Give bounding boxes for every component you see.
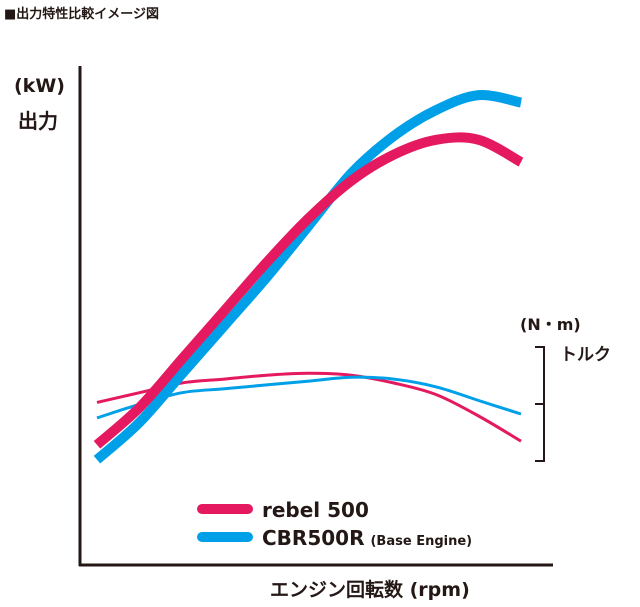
chart-title: ■出力特性比較イメージ図 [4,6,159,22]
y-axis-left-label: 出力 [18,109,58,133]
legend-label-cbr500r: CBR500R (Base Engine) [262,526,472,550]
y-axis-right-unit: (N・m) [520,315,581,334]
output-line-rebel-500 [93,132,524,449]
legend-label-rebel-500: rebel 500 [262,498,369,522]
series-layer [93,90,524,464]
legend-label-cbr500r-name: CBR500R [262,526,364,550]
output-line-cbr500r [93,90,523,464]
y-axis-left-unit: (kW) [14,75,65,97]
y-axis-right-label: トルク [560,345,611,365]
legend: rebel 500 CBR500R (Base Engine) [197,498,472,550]
x-axis-label: エンジン回転数 (rpm) [270,578,470,601]
torque-bracket [535,346,545,462]
legend-label-cbr500r-suffix: (Base Engine) [370,534,472,549]
